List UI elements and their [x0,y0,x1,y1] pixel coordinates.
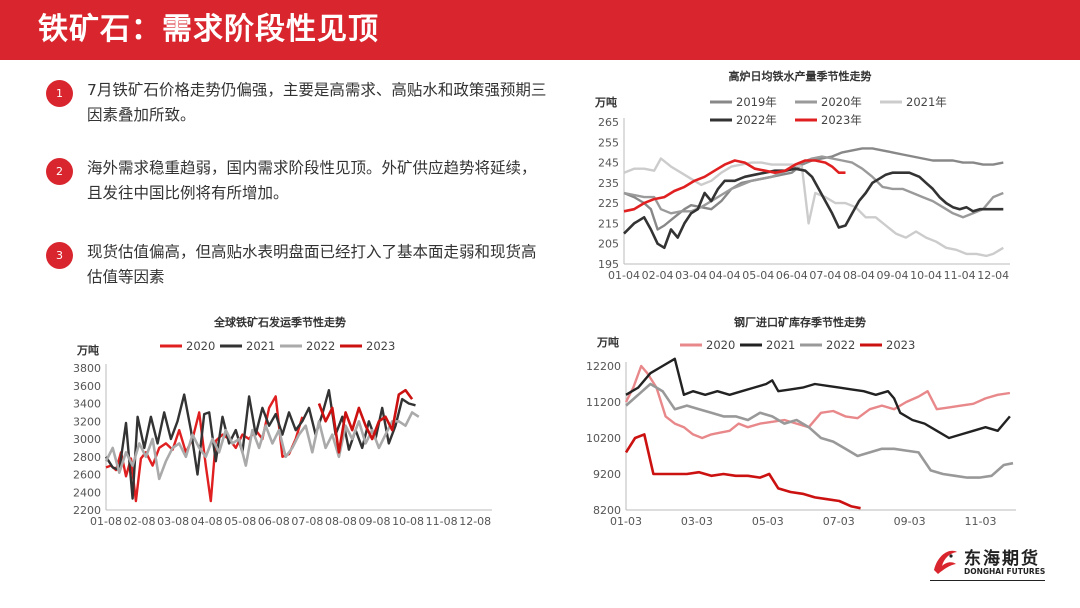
chart-title: 钢厂进口矿库存季节性走势 [734,315,866,329]
y-tick-label: 12200 [586,360,621,373]
x-tick-label: 05-03 [752,515,784,528]
x-tick-label: 08-04 [843,269,875,282]
x-tick-label: 01-04 [608,269,640,282]
chart-title: 全球铁矿石发运季节性走势 [213,315,346,329]
legend-label: 2023 [886,338,915,352]
point-number-badge: 3 [46,242,73,269]
y-tick-label: 205 [598,238,619,251]
donghai-logo: 东海期货 DONGHAI FUTURES [930,542,1050,584]
series-line [317,388,414,454]
legend-label: 2021 [766,338,795,352]
y-tick-label: 235 [598,177,619,190]
y-tick-label: 3400 [73,398,101,411]
y-tick-label: 225 [598,197,619,210]
x-tick-label: 12-08 [459,515,491,528]
legend-label: 2020 [706,338,735,352]
y-tick-label: 9200 [593,468,621,481]
x-tick-label: 01-08 [90,515,122,528]
title-banner: 铁矿石：需求阶段性见顶 [0,0,1080,60]
x-tick-label: 03-08 [157,515,189,528]
y-tick-label: 2800 [73,451,101,464]
series-line [624,364,1011,440]
x-tick-label: 11-04 [944,269,976,282]
y-tick-label: 3800 [73,362,101,375]
point-text: 海外需求稳重趋弱，国内需求阶段性见顶。外矿供应趋势将延续，且发往中国比例将有所增… [87,159,537,202]
legend-label: 2020 [186,339,215,353]
x-tick-label: 02-04 [642,269,674,282]
series-line [623,155,1004,219]
logo-underline [930,580,1045,581]
legend-label: 2019年 [736,95,777,109]
y-tick-label: 2600 [73,469,101,482]
y-axis-unit: 万吨 [596,335,619,349]
legend-label: 2023年 [821,113,862,127]
legend-label: 2020年 [821,95,862,109]
page-title: 铁矿石：需求阶段性见顶 [38,12,379,47]
x-tick-label: 03-03 [681,515,713,528]
x-tick-label: 09-03 [894,515,926,528]
y-tick-label: 2200 [73,504,101,517]
series-line [623,159,846,213]
series-line [104,389,416,500]
y-tick-label: 3600 [73,380,101,393]
x-tick-label: 07-08 [291,515,323,528]
series-line [625,382,1014,479]
dragon-logo-icon [934,550,957,574]
x-tick-label: 05-04 [742,269,774,282]
legend-label: 2022年 [736,113,777,127]
y-tick-label: 265 [598,116,619,129]
chart-title: 高炉日均铁水产量季节性走势 [729,69,872,83]
x-tick-label: 06-08 [258,515,290,528]
x-tick-label: 12-04 [977,269,1009,282]
legend-label: 2023 [366,339,395,353]
y-axis-unit: 万吨 [594,95,617,109]
y-tick-label: 3200 [73,415,101,428]
x-tick-label: 09-08 [359,515,391,528]
x-tick-label: 06-04 [776,269,808,282]
x-tick-label: 07-03 [823,515,855,528]
x-tick-label: 09-04 [877,269,909,282]
series-line [623,147,1004,231]
x-tick-label: 07-04 [809,269,841,282]
x-tick-label: 11-03 [965,515,997,528]
logo-chinese-name: 东海期货 [964,549,1040,569]
point-text: 7月铁矿石价格走势仍偏强，主要是高需求、高贴水和政策强预期三因素叠加所致。 [87,81,547,124]
series-line [623,167,1004,250]
x-tick-label: 10-04 [910,269,942,282]
y-tick-label: 10200 [586,432,621,445]
y-tick-label: 11200 [586,396,621,409]
y-tick-label: 3000 [73,433,101,446]
y-tick-label: 2400 [73,486,101,499]
y-tick-label: 245 [598,157,619,170]
x-tick-label: 02-08 [124,515,156,528]
legend-label: 2021年 [906,95,947,109]
y-tick-label: 215 [598,217,619,230]
y-tick-label: 195 [598,258,619,271]
legend-label: 2021 [246,339,275,353]
y-axis-unit: 万吨 [76,343,99,357]
x-tick-label: 10-08 [392,515,424,528]
series-line [625,357,1011,440]
x-tick-label: 03-04 [675,269,707,282]
x-tick-label: 11-08 [426,515,458,528]
logo-english-name: DONGHAI FUTURES [964,567,1046,576]
x-tick-label: 08-08 [325,515,357,528]
x-tick-label: 05-08 [224,515,256,528]
point-number-badge: 2 [46,158,73,185]
point-number-badge: 1 [46,80,73,107]
series-line [623,157,1004,258]
y-tick-label: 255 [598,136,619,149]
point-text: 现货估值偏高，但高贴水表明盘面已经打入了基本面走弱和现货高估值等因素 [87,243,537,286]
legend-label: 2022 [826,338,855,352]
x-tick-label: 01-03 [610,515,642,528]
x-tick-label: 04-04 [709,269,741,282]
y-tick-label: 8200 [593,504,621,517]
legend-label: 2022 [306,339,335,353]
x-tick-label: 04-08 [191,515,223,528]
series-line [624,433,861,510]
series-line [104,411,420,481]
